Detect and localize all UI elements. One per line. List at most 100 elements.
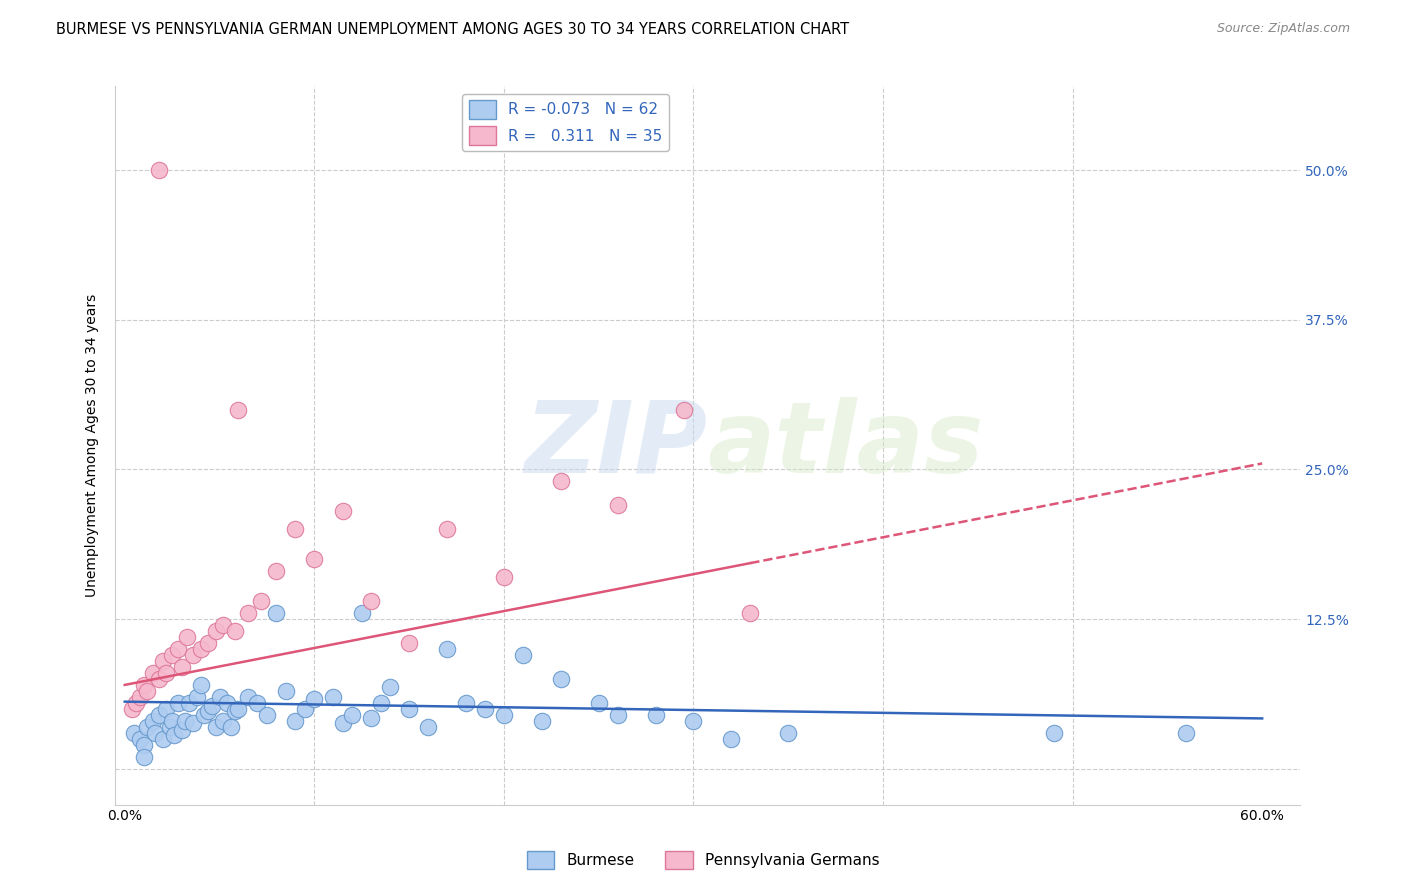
Point (148, 163, 170, 178)
Point (492, 707, 515, 722)
Text: atlas: atlas (707, 397, 984, 494)
Point (136, 720, 159, 734)
Point (160, 648, 183, 662)
Point (190, 678, 212, 692)
Point (682, 714, 704, 728)
Point (322, 690, 344, 704)
Point (159, 720, 181, 734)
Point (129, 731, 152, 746)
Point (398, 702, 420, 716)
Text: ZIP: ZIP (524, 397, 707, 494)
Point (155, 702, 177, 716)
Point (181, 648, 204, 662)
Point (174, 714, 197, 728)
Point (398, 636, 420, 650)
Point (204, 624, 226, 638)
Point (378, 681, 401, 695)
Point (228, 402, 250, 417)
Point (224, 624, 246, 638)
Point (294, 702, 316, 716)
Point (155, 665, 177, 680)
Point (370, 696, 392, 710)
Point (416, 720, 439, 734)
Point (256, 707, 278, 722)
Point (266, 564, 288, 578)
Point (360, 594, 382, 608)
Point (492, 570, 515, 584)
Point (132, 749, 155, 764)
Point (588, 696, 610, 710)
Point (212, 618, 235, 632)
Point (672, 402, 695, 417)
Point (166, 642, 188, 657)
Point (1042, 726, 1064, 740)
Legend: Burmese, Pennsylvania Germans: Burmese, Pennsylvania Germans (520, 845, 886, 875)
Text: Source: ZipAtlas.com: Source: ZipAtlas.com (1216, 22, 1350, 36)
Point (778, 726, 800, 740)
Point (304, 552, 326, 566)
Point (212, 714, 235, 728)
Point (152, 654, 174, 668)
Point (266, 606, 288, 620)
Point (250, 594, 273, 608)
Point (720, 731, 742, 746)
Point (193, 707, 215, 722)
Point (129, 690, 152, 704)
Point (186, 690, 208, 704)
Point (142, 665, 165, 680)
Point (170, 660, 193, 674)
Point (342, 707, 364, 722)
Point (304, 692, 326, 706)
Point (190, 642, 212, 657)
Point (236, 690, 259, 704)
Point (474, 702, 496, 716)
Point (148, 672, 170, 686)
Point (160, 714, 183, 728)
Point (125, 696, 148, 710)
Point (284, 714, 307, 728)
Point (512, 648, 534, 662)
Legend: R = -0.073   N = 62, R =   0.311   N = 35: R = -0.073 N = 62, R = 0.311 N = 35 (463, 94, 669, 151)
Point (332, 716, 354, 731)
Point (132, 678, 155, 692)
Point (740, 606, 762, 620)
Point (606, 499, 628, 513)
Point (606, 707, 628, 722)
Point (176, 630, 198, 644)
Point (274, 684, 297, 698)
Point (224, 704, 246, 718)
Point (148, 707, 170, 722)
Point (236, 606, 259, 620)
Point (204, 720, 226, 734)
Point (360, 711, 382, 725)
Point (142, 714, 165, 728)
Point (284, 522, 307, 536)
Point (436, 642, 458, 657)
Point (350, 606, 373, 620)
Y-axis label: Unemployment Among Ages 30 to 34 years: Unemployment Among Ages 30 to 34 years (86, 293, 100, 597)
Point (436, 522, 458, 536)
Point (197, 704, 219, 718)
Point (550, 672, 572, 686)
Point (170, 723, 193, 738)
Point (219, 720, 242, 734)
Point (246, 696, 269, 710)
Point (228, 702, 250, 716)
Point (550, 475, 572, 489)
Point (644, 707, 666, 722)
Point (530, 714, 553, 728)
Point (132, 738, 155, 752)
Point (163, 728, 186, 742)
Point (152, 731, 174, 746)
Point (179, 696, 201, 710)
Point (217, 696, 239, 710)
Point (122, 726, 145, 740)
Point (136, 684, 159, 698)
Point (197, 636, 219, 650)
Point (121, 702, 143, 716)
Point (166, 696, 188, 710)
Point (208, 690, 231, 704)
Point (1175, 726, 1198, 740)
Point (181, 716, 204, 731)
Text: BURMESE VS PENNSYLVANIA GERMAN UNEMPLOYMENT AMONG AGES 30 TO 34 YEARS CORRELATIO: BURMESE VS PENNSYLVANIA GERMAN UNEMPLOYM… (56, 22, 849, 37)
